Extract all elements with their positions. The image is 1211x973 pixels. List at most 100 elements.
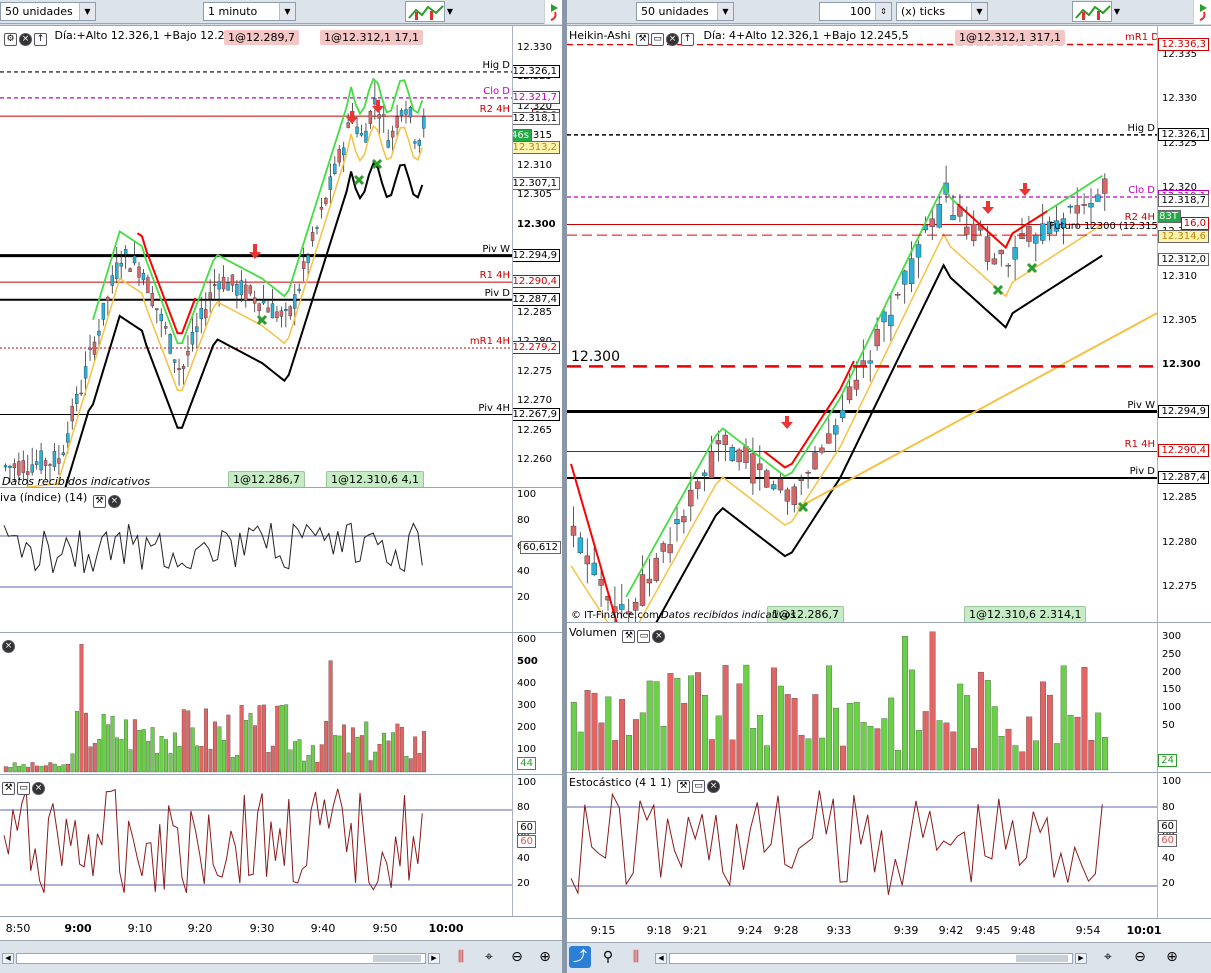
ha-candle-body: [660, 543, 666, 552]
scroll-right-icon[interactable]: ▶: [1075, 953, 1087, 964]
zoom-fit-icon[interactable]: ⌖: [1104, 949, 1112, 965]
close-icon[interactable]: ×: [107, 495, 121, 508]
zoom-in-icon[interactable]: ⊕: [539, 949, 551, 965]
left-time-axis[interactable]: 8:50 9:00 9:10 9:20 9:30 9:40 9:50 10:00: [0, 916, 562, 940]
oscillator-line: [570, 790, 1103, 895]
zoom-fit-icon[interactable]: ⌖: [485, 949, 493, 965]
right-price-axis[interactable]: 12.33512.33012.32512.32012.31512.31012.3…: [1157, 25, 1211, 622]
candle-body: [284, 308, 288, 311]
left-tag-red-1: 1@12.289,7: [224, 30, 299, 45]
volume-bar: [1033, 740, 1040, 771]
wrench-icon[interactable]: ⚒: [92, 495, 106, 508]
right-units-value: 50 unidades: [641, 5, 709, 18]
left-volume-pane[interactable]: ×: [0, 632, 512, 774]
price-tag-ma: 12.307,1: [513, 176, 560, 190]
volume-bar: [867, 725, 874, 771]
volume-bar: [137, 730, 142, 773]
up-arrow-icon[interactable]: ↑: [34, 33, 47, 46]
right-stoch-pane[interactable]: Estocástico (4 1 1) ⚒ ▭ ×: [567, 772, 1157, 918]
volume-bar: [404, 756, 409, 773]
volume-bar: [17, 766, 22, 773]
right-units-combo[interactable]: 50 unidades ▼: [636, 2, 734, 21]
chart-type-button[interactable]: [405, 1, 445, 22]
sync-flag-icon[interactable]: [544, 0, 562, 24]
maximize-icon[interactable]: ▭: [691, 780, 705, 793]
close-icon[interactable]: ×: [706, 780, 720, 793]
left-scroll-track[interactable]: [16, 953, 426, 964]
left-price-axis[interactable]: 12.33012.32512.32012.31512.31012.30512.3…: [512, 25, 562, 487]
close-icon[interactable]: ×: [2, 640, 15, 653]
candle-body: [275, 311, 279, 319]
left-scroll-thumb[interactable]: [373, 955, 421, 962]
right-scroll-track[interactable]: [669, 953, 1073, 964]
volume-bar: [208, 748, 213, 773]
wrench-icon[interactable]: ⚒: [2, 782, 15, 795]
axis-tick-label: 20: [1162, 878, 1175, 889]
volume-bar: [155, 753, 160, 773]
level-value-tag: 12.326,1: [1158, 127, 1209, 141]
right-stoch-axis[interactable]: 10080604020 60 60: [1157, 772, 1211, 918]
wrench-icon[interactable]: ⚒: [676, 780, 690, 793]
settings-icon[interactable]: ⚙: [4, 33, 17, 46]
close-icon[interactable]: ×: [666, 33, 680, 46]
maximize-icon[interactable]: ▭: [637, 630, 651, 643]
left-price-pane[interactable]: ⚙ × ↑ Día:+Alto 12.326,1 +Bajo 12.245,5 1@…: [0, 25, 512, 487]
close-icon[interactable]: ×: [652, 630, 666, 643]
zoom-out-icon[interactable]: ⊖: [1134, 949, 1146, 965]
left-units-combo[interactable]: 50 unidades ▼: [0, 2, 96, 21]
candle-body: [159, 313, 163, 322]
scroll-left-icon[interactable]: ◀: [655, 953, 667, 964]
right-volume-pane[interactable]: Volumen ⚒ ▭ ×: [567, 622, 1157, 772]
candle-body: [34, 461, 39, 465]
left-stoch-value-1: 60: [517, 821, 536, 834]
up-arrow-icon[interactable]: ↑: [681, 33, 695, 46]
left-interval-combo[interactable]: 1 minuto ▼: [203, 2, 296, 21]
scroll-left-icon[interactable]: ◀: [2, 953, 14, 964]
right-volume-axis[interactable]: 300 250 200 150 100 50 24: [1157, 622, 1211, 772]
zoom-in-icon[interactable]: ⊕: [1166, 949, 1178, 965]
axis-tick-label: 12.315: [517, 130, 552, 142]
candle-body: [413, 141, 417, 144]
time-axis-label: 9:10: [127, 922, 153, 935]
candle-body: [244, 284, 248, 301]
bars-tool-icon[interactable]: ⫼: [632, 949, 640, 965]
maximize-icon[interactable]: ▭: [17, 782, 30, 795]
share-icon[interactable]: ⤴: [569, 946, 591, 968]
wrench-icon[interactable]: ⚒: [636, 33, 650, 46]
candle-body: [101, 302, 106, 320]
ma-yellow-line: [570, 223, 1103, 622]
zoom-out-icon[interactable]: ⊖: [511, 949, 523, 965]
right-ticks-combo[interactable]: (x) ticks ▼: [896, 2, 988, 21]
right-ticks-input[interactable]: 100 ⇕: [819, 2, 892, 21]
chart-type-button[interactable]: [1072, 1, 1112, 22]
level-label: R1 4H: [1124, 439, 1155, 451]
left-stoch-pane[interactable]: ⚒ ▭ ×: [0, 774, 512, 916]
chevron-down-icon[interactable]: ▼: [1113, 7, 1121, 16]
panel-divider[interactable]: [562, 0, 567, 973]
bars-tool-icon[interactable]: ⫼: [457, 949, 465, 965]
close-icon[interactable]: ×: [19, 33, 32, 46]
close-icon[interactable]: ×: [32, 782, 45, 795]
right-tag-red-1: 1@12.312,1 317,1: [955, 30, 1065, 45]
axis-tick-label: 80: [517, 514, 530, 526]
link-icon[interactable]: ⚲: [602, 949, 614, 965]
left-volume-axis[interactable]: 600 500 400 300 200 100 44: [512, 632, 562, 774]
chevron-down-icon[interactable]: ▼: [446, 7, 454, 16]
volume-bar: [66, 763, 71, 773]
right-time-axis[interactable]: 9:15 9:18 9:21 9:24 9:28 9:33 9:39 9:42 9:45 9:48…: [567, 918, 1211, 942]
candle-body: [106, 296, 110, 301]
volume-bar: [991, 706, 998, 771]
right-price-pane[interactable]: Heikin-Ashi ⚒ ▭ × ↑ Día: 4+Alto 12.326,1 +B…: [567, 25, 1157, 622]
maximize-icon[interactable]: ▭: [651, 33, 665, 46]
volume-bar: [342, 724, 346, 773]
left-rsi-pane[interactable]: iva (índice) (14) ⚒ ×: [0, 487, 512, 632]
right-scroll-thumb[interactable]: [1016, 955, 1068, 962]
candle-body: [110, 275, 115, 286]
scroll-right-icon[interactable]: ▶: [428, 953, 440, 964]
wrench-icon[interactable]: ⚒: [622, 630, 636, 643]
axis-tick-label: 40: [517, 566, 530, 578]
left-stoch-axis[interactable]: 10080604020 60 60: [512, 774, 562, 916]
candle-body: [181, 365, 186, 369]
left-rsi-axis[interactable]: 10080604020 60,612: [512, 487, 562, 632]
sync-flag-icon[interactable]: [1193, 0, 1211, 24]
